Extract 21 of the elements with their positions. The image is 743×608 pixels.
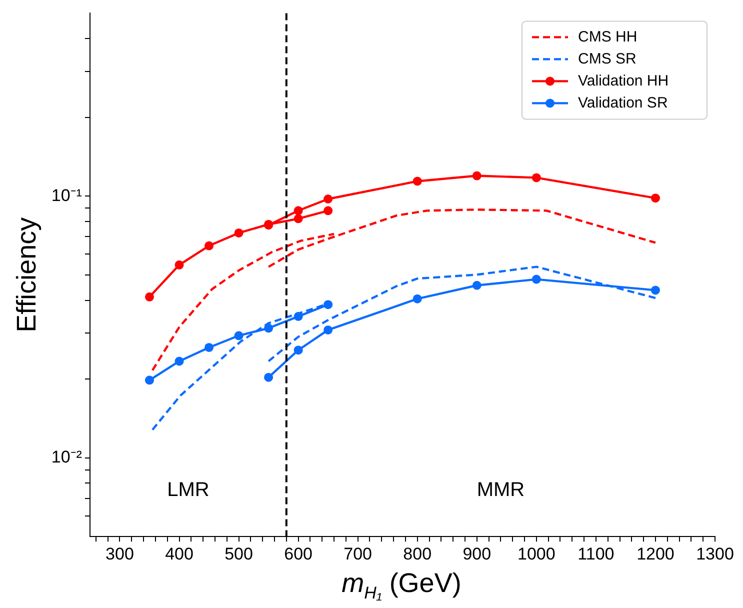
x-tick-label: 1200 [636, 544, 674, 564]
x-axis-title: m$_{H₁}$ (GeV) [340, 568, 462, 604]
x-tick-label: 400 [165, 544, 194, 564]
x-tick-label: 1000 [518, 544, 556, 564]
y-tick-label: 10⁻¹ [51, 186, 82, 205]
x-tick-label: 300 [106, 544, 134, 564]
legend-label: CMS HH [578, 28, 638, 46]
legend-label: Validation SR [578, 94, 668, 112]
x-tick-label: 1300 [696, 544, 734, 564]
x-tick-label: 900 [462, 544, 492, 564]
x-tick-label: 600 [284, 544, 312, 564]
annotation: MMR [476, 479, 525, 502]
annotation: LMR [167, 479, 210, 502]
legend-label: Validation HH [578, 72, 669, 90]
x-tick-label: 700 [344, 544, 372, 564]
y-tick-label: 10⁻² [51, 448, 82, 467]
y-axis-title: Efficiency [12, 216, 42, 332]
x-tick-label: 1100 [578, 544, 614, 564]
legend-label: CMS SR [578, 50, 637, 68]
x-tick-label: 800 [403, 544, 432, 564]
x-tick-label: 500 [224, 544, 253, 564]
